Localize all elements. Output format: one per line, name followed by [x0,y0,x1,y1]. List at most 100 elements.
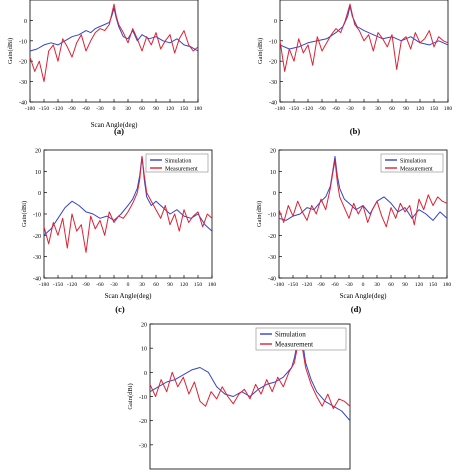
x-tick-label: 30 [125,106,131,112]
y-tick-label: -10 [268,213,276,219]
legend-box [255,327,347,351]
y-tick-label: -30 [268,255,276,261]
x-tick-label: -180 [25,106,35,112]
legend-label-measurement: Measurement [275,340,313,348]
y-tick-label: -30 [139,443,147,449]
x-tick-label: -60 [332,106,340,112]
x-tick-label: -90 [317,282,325,288]
y-tick-label: -40 [268,277,276,283]
legend: Simulation Measurement [255,327,347,351]
x-tick-label: 180 [443,282,452,288]
x-tick-label: 30 [374,282,380,288]
x-tick-label: -120 [67,282,77,288]
y-tick-label: -20 [19,60,27,66]
x-tick-label: 90 [403,106,409,112]
x-tick-label: 90 [153,106,159,112]
chart-panel-1: -40 -30 -20 -10 0 -180 -150 -120 -90 -60 -30 0 30 60 9… [7,0,202,136]
measurement-line [43,155,213,253]
y-tick-label: -30 [33,255,41,261]
x-tick-label: 150 [194,282,203,288]
x-tick-label: -180 [274,282,284,288]
x-tick-label: 150 [429,282,438,288]
legend-label-simulation: Simulation [275,330,306,338]
y-axis-label: Gain(dBi) [21,201,28,227]
y-tick-label: 0 [274,19,277,25]
y-tick-label: 20 [270,149,276,155]
y-tick-label: 10 [141,347,147,353]
x-tick-label: -180 [275,106,285,112]
x-tick-label: 120 [415,282,424,288]
y-tick-label: 20 [35,149,41,155]
panel-label: (d) [351,304,362,314]
x-tick-label: -150 [39,106,49,112]
x-tick-label: 180 [208,282,217,288]
x-tick-label: -30 [110,282,118,288]
chart-panel-2: -40 -30 -20 -10 0 -180 -150 -120 -90 -60 -30 0 30 60 9… [257,0,452,136]
legend-label-measurement: Measurement [165,166,198,172]
y-axis-label: Gain(dBi) [127,383,134,409]
x-tick-label: -180 [39,282,49,288]
x-tick-label: 0 [362,282,365,288]
x-tick-label: 150 [180,106,189,112]
x-tick-label: -150 [288,282,298,288]
x-tick-label: 180 [194,106,203,112]
simulation-line [279,5,449,50]
legend: Simulation Measurement [145,153,209,172]
chart-panel-5: -30 -20 -10 0 10 20 Gain(dBi) Simulation Measure… [127,323,351,470]
y-tick-label: 10 [35,170,41,176]
x-tick-label: -60 [96,282,104,288]
y-tick-label: 0 [38,191,41,197]
x-axis-label: Scan Angle(deg) [91,121,139,129]
x-tick-label: -120 [303,106,313,112]
x-tick-label: 30 [375,106,381,112]
simulation-line [43,155,213,236]
y-tick-label: 0 [144,371,147,377]
x-tick-label: 0 [127,282,130,288]
y-tick-label: -10 [33,213,41,219]
y-tick-label: -20 [268,234,276,240]
y-tick-label: 0 [273,191,276,197]
plot-frame [279,0,449,103]
x-tick-label: 120 [166,106,175,112]
x-tick-label: -120 [53,106,63,112]
y-tick-label: -20 [33,234,41,240]
y-axis-label: Gain(dBi) [256,201,263,227]
simulation-line [29,7,199,52]
x-tick-label: 60 [153,282,159,288]
legend-label-simulation: Simulation [165,158,191,164]
chart-panel-4: -40 -30 -20 -10 0 10 20 -180 -150 -120 -90 -60 -30 0 3… [256,149,451,315]
y-tick-label: -20 [139,419,147,425]
simulation-line [278,155,448,221]
x-tick-label: 30 [139,282,145,288]
x-tick-label: 90 [402,282,408,288]
legend-label-measurement: Measurement [400,166,433,172]
y-tick-label: -30 [269,80,277,86]
x-tick-label: 120 [416,106,425,112]
y-axis-label: Gain(dBi) [7,38,14,64]
x-tick-label: 0 [113,106,116,112]
x-tick-label: 60 [388,282,394,288]
x-tick-label: 0 [363,106,366,112]
x-tick-label: 60 [139,106,145,112]
x-tick-label: -90 [318,106,326,112]
y-tick-label: 20 [141,323,147,329]
x-tick-label: 180 [444,106,453,112]
chart-panel-3: -40 -30 -20 -10 0 10 20 -180 -150 -120 -90 -60 -30 0 3… [21,149,216,315]
x-tick-label: 150 [430,106,439,112]
y-tick-label: -30 [19,80,27,86]
x-tick-label: -60 [331,282,339,288]
simulation-line [149,330,351,422]
y-tick-label: 10 [270,170,276,176]
x-tick-label: -120 [302,282,312,288]
legend: Simulation Measurement [380,153,444,172]
y-tick-label: -40 [19,101,27,107]
panel-label: (a) [114,126,124,136]
y-tick-label: -40 [33,277,41,283]
y-tick-label: 0 [24,19,27,25]
x-tick-label: -90 [82,282,90,288]
x-tick-label: -30 [346,106,354,112]
panel-label: (c) [115,304,125,314]
y-tick-label: -10 [19,39,27,45]
y-tick-label: -40 [269,101,277,107]
